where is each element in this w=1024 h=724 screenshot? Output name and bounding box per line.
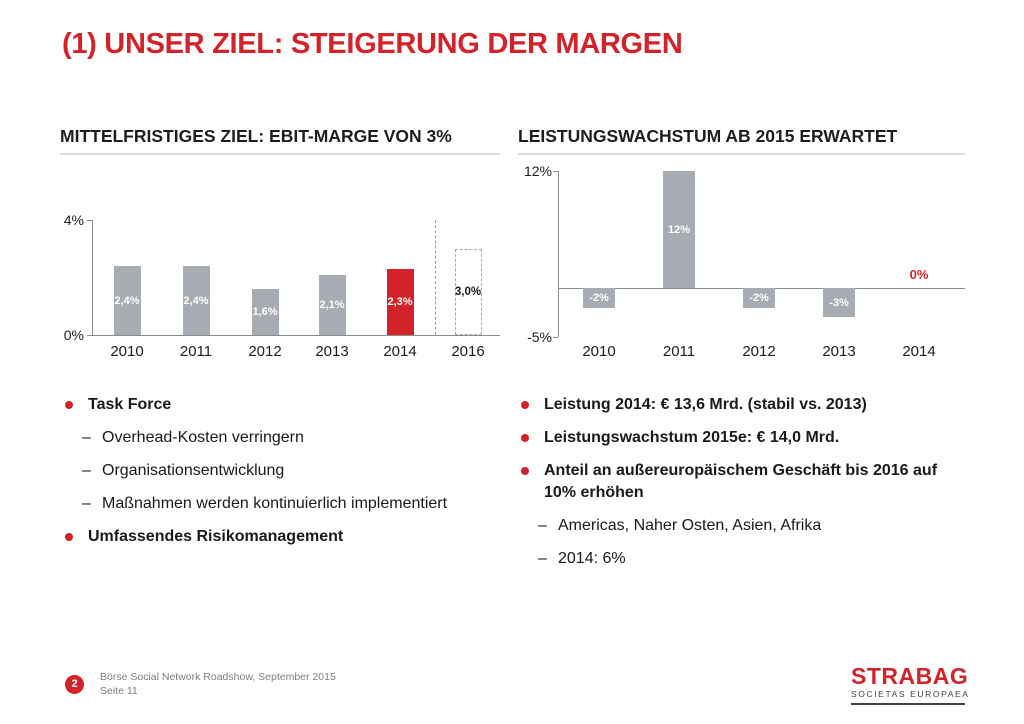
list-item: –2014: 6% [518,548,970,570]
list-item-text: 2014: 6% [558,550,626,567]
dash-icon: – [538,517,547,534]
bar-2016: 3,0% [454,248,482,335]
list-item: Anteil an außereuropäischem Geschäft bis… [518,460,970,504]
bar-value-label: 2,4% [183,294,209,307]
list-item: – Organisationsentwicklung [62,460,492,482]
bullet-icon [521,401,529,409]
bar-2010: -2% [583,288,615,308]
x-axis-label: 2016 [451,343,485,360]
list-item: Leistung 2014: € 13,6 Mrd. (stabil vs. 2… [518,394,970,416]
x-axis-label: 2014 [383,343,417,360]
list-item-text: Umfassendes Risikomanagement [88,528,344,545]
bar-2012: 1,6% [251,289,279,335]
x-axis-label: 2013 [822,343,856,360]
ebit-margin-chart: 4% 0% 2,4% 2010 2,4% 2011 1,6% 2012 2,1% 2013 2,3%… [60,205,500,370]
list-item-text: Task Force [88,396,172,413]
y-axis-tick [553,171,558,172]
y-axis-line [92,220,93,335]
zero-value-label: 0% [909,267,929,283]
dash-icon: – [82,462,91,479]
bar-2011: 2,4% [182,266,210,335]
x-axis-label: 2012 [248,343,282,360]
bar-2011: 12% [663,171,695,289]
dash-icon: – [82,429,91,446]
bar-value-label: 2,1% [319,298,345,311]
y-axis-line [558,171,559,337]
bar-value-label: 2,3% [387,295,413,308]
list-item-text: Organisationsentwicklung [102,462,285,479]
dash-icon: – [82,495,91,512]
right-bullet-list: Leistung 2014: € 13,6 Mrd. (stabil vs. 2… [518,394,970,581]
logo-subtitle: SOCIETAS EUROPAEA [851,689,970,699]
x-axis-label: 2011 [662,343,696,360]
bar-2013: 2,1% [318,274,346,335]
y-axis-label: 12% [523,163,552,179]
y-axis-label: 4% [63,212,84,228]
y-axis-label: -5% [527,329,552,345]
bar-2014: 2,3% [386,268,414,335]
footer-text: Börse Social Network Roadshow, September… [100,671,336,698]
list-item: – Maßnahmen werden kontinuierlich impleme… [62,493,492,515]
bar-value-label: -3% [829,296,849,309]
x-axis-label: 2010 [110,343,144,360]
list-item: Umfassendes Risikomanagement [62,526,507,548]
forecast-separator [435,220,436,335]
bar-value-label: 1,6% [252,306,278,318]
x-axis-label: 2012 [742,343,776,360]
dash-icon: – [538,550,547,567]
y-axis-tick [553,337,558,338]
bar-value-label: 3,0% [454,285,482,298]
y-axis-label: 0% [63,327,84,343]
section-title-growth: LEISTUNGSWACHSTUM AB 2015 ERWARTET [518,126,965,155]
page-number-badge: 2 [65,675,84,694]
list-item-text: Overhead-Kosten verringern [102,429,304,446]
list-item: Leistungswachstum 2015e: € 14,0 Mrd. [518,427,970,449]
list-item: – Americas, Naher Osten, Asien, Afrika [518,515,970,537]
bar-value-label: -2% [749,291,769,304]
list-item-text: Leistungswachstum 2015e: € 14,0 Mrd. [544,429,840,446]
strabag-logo: STRABAG SOCIETAS EUROPAEA [851,663,970,705]
list-item: – Overhead-Kosten verringern [62,427,492,449]
footer-line2: Seite 11 [100,684,138,697]
bar-value-label: 2,4% [114,294,140,307]
bar-value-label: -2% [589,291,609,304]
bar-2013: -3% [823,288,855,318]
baseline [92,335,500,336]
y-axis-tick [87,335,92,336]
bar-2012: -2% [743,288,775,308]
x-axis-label: 2011 [179,343,213,360]
bullet-icon [65,401,73,409]
section-title-ebit: MITTELFRISTIGES ZIEL: EBIT-MARGE VON 3% [60,126,500,155]
x-axis-label: 2013 [315,343,349,360]
bar-value-label: 12% [667,223,691,236]
bar-2010: 2,4% [113,266,141,335]
bullet-icon [521,434,529,442]
list-item-text: Anteil an außereuropäischem Geschäft bis… [544,462,938,501]
list-item-text: Maßnahmen werden kontinuierlich implemen… [102,495,448,512]
bullet-icon [65,533,73,541]
footer-line1: Börse Social Network Roadshow, September… [100,671,336,683]
y-axis-tick [87,220,92,221]
list-item-text: Leistung 2014: € 13,6 Mrd. (stabil vs. 2… [544,396,867,413]
page-title: (1) UNSER ZIEL: STEIGERUNG DER MARGEN [62,28,683,60]
x-axis-label: 2010 [582,343,616,360]
logo-name: STRABAG [851,663,969,689]
list-item: Task Force [62,394,507,416]
left-bullet-list: Task Force – Overhead-Kosten verringern – Or… [62,394,507,559]
growth-chart: 12% -5% -2% 2010 12% 2011 -2% 2012 -3% 2013 0% 2014 [518,160,965,365]
bullet-icon [521,467,529,475]
x-axis-label: 2014 [902,343,936,360]
list-item-text: Americas, Naher Osten, Asien, Afrika [558,517,822,534]
